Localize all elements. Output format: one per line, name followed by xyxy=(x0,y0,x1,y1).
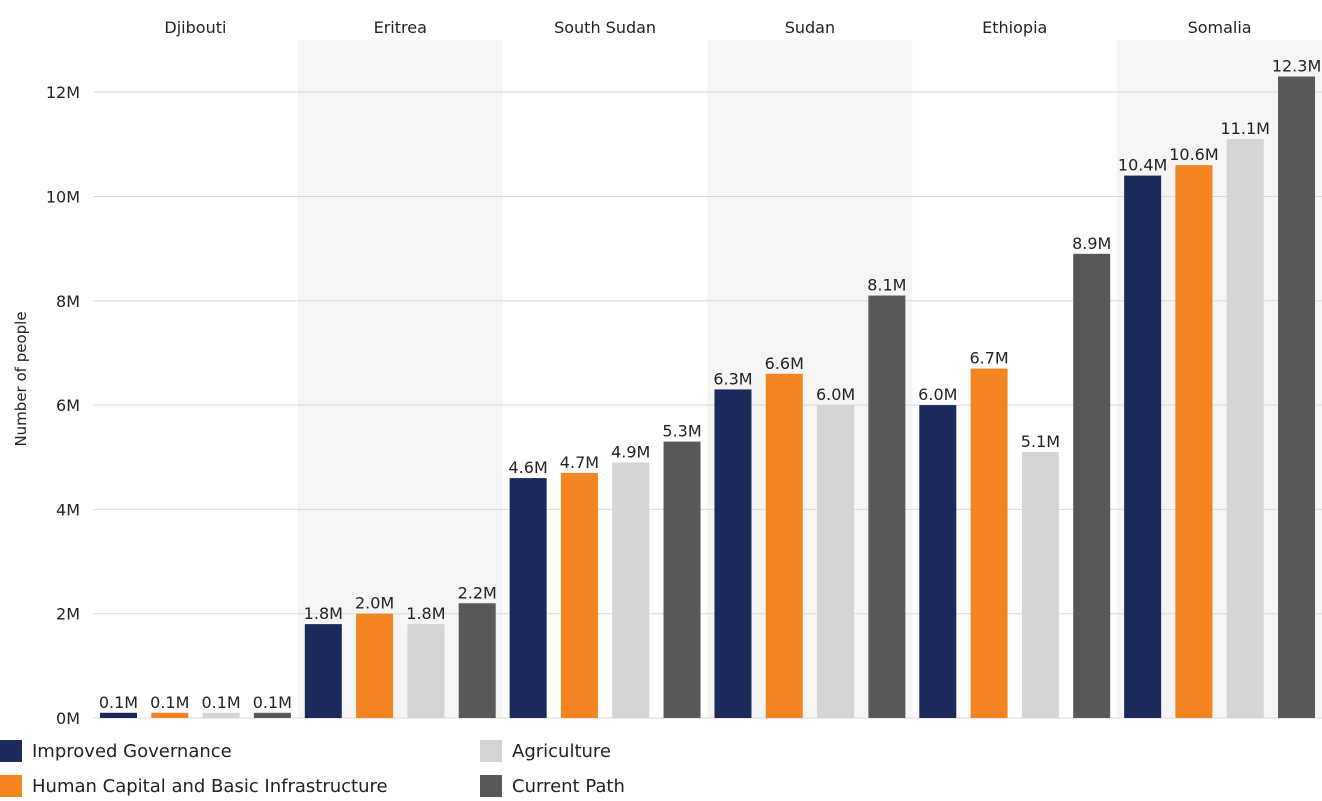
legend-swatch-human-capital xyxy=(0,775,22,797)
data-label: 8.1M xyxy=(867,276,906,295)
bar xyxy=(1021,452,1059,718)
bar xyxy=(1226,139,1264,719)
chart: 0M 2M 4M 6M 8M 10M 12M Number of people Djibouti… xyxy=(12,18,1322,728)
bar xyxy=(612,462,650,718)
y-tick-label: 10M xyxy=(46,187,80,206)
data-label: 6.6M xyxy=(765,354,804,373)
y-axis-label: Number of people xyxy=(12,311,30,446)
data-label: 2.2M xyxy=(458,583,497,602)
data-label: 0.1M xyxy=(201,693,240,712)
legend-label-current-path: Current Path xyxy=(512,775,625,797)
data-label: 12.3M xyxy=(1272,57,1321,76)
bar xyxy=(919,405,957,718)
data-label: 6.3M xyxy=(713,369,752,388)
data-label: 1.8M xyxy=(406,604,445,623)
data-label: 0.1M xyxy=(150,693,189,712)
data-label: 6.7M xyxy=(969,349,1008,368)
bar xyxy=(1175,165,1213,718)
legend-swatch-agriculture xyxy=(480,740,502,762)
data-label: 4.7M xyxy=(560,453,599,472)
category-label: Djibouti xyxy=(164,18,226,37)
bar xyxy=(407,624,445,718)
y-tick-label: 2M xyxy=(56,605,80,624)
bar xyxy=(304,624,342,718)
category-label: Eritrea xyxy=(374,18,427,37)
bar xyxy=(1073,253,1111,719)
data-label: 4.6M xyxy=(509,458,548,477)
legend-swatch-improved-governance xyxy=(0,740,22,762)
data-label: 6.0M xyxy=(816,385,855,404)
data-label: 0.1M xyxy=(99,693,138,712)
y-tick-label: 4M xyxy=(56,500,80,519)
legend-item-current-path: Current Path xyxy=(480,773,625,799)
bar xyxy=(253,712,291,718)
bar xyxy=(1278,76,1316,718)
category-label: Ethiopia xyxy=(982,18,1047,37)
bar xyxy=(202,712,240,718)
y-tick-label: 12M xyxy=(46,83,80,102)
data-label: 10.6M xyxy=(1169,145,1218,164)
data-label: 8.9M xyxy=(1072,234,1111,253)
legend-item-agriculture: Agriculture xyxy=(480,738,611,764)
category-label: Somalia xyxy=(1188,18,1252,37)
bar xyxy=(509,478,547,718)
data-label: 5.1M xyxy=(1021,432,1060,451)
bar xyxy=(663,441,701,718)
legend-label-human-capital: Human Capital and Basic Infrastructure xyxy=(32,775,388,797)
data-label: 1.8M xyxy=(304,604,343,623)
category-label: Sudan xyxy=(785,18,835,37)
bar xyxy=(817,405,855,718)
bar xyxy=(356,613,394,718)
legend: Improved Governance Human Capital and Ba… xyxy=(0,736,1322,801)
bar xyxy=(151,712,189,718)
bar xyxy=(99,712,137,718)
data-label: 4.9M xyxy=(611,442,650,461)
bar xyxy=(458,603,496,718)
data-label: 2.0M xyxy=(355,594,394,613)
bar xyxy=(560,472,598,718)
y-tick-label: 8M xyxy=(56,292,80,311)
bar xyxy=(970,368,1008,718)
y-tick-label: 6M xyxy=(56,396,80,415)
bar xyxy=(868,295,906,718)
bar xyxy=(714,389,752,718)
bar xyxy=(765,373,803,718)
legend-label-improved-governance: Improved Governance xyxy=(32,740,232,762)
y-tick-label: 0M xyxy=(56,709,80,728)
data-label: 0.1M xyxy=(253,693,292,712)
data-label: 10.4M xyxy=(1118,156,1167,175)
legend-item-improved-governance: Improved Governance xyxy=(0,738,232,764)
data-label: 6.0M xyxy=(918,385,957,404)
category-label: South Sudan xyxy=(554,18,656,37)
legend-swatch-current-path xyxy=(480,775,502,797)
legend-item-human-capital: Human Capital and Basic Infrastructure xyxy=(0,773,388,799)
bar xyxy=(1124,175,1162,719)
legend-label-agriculture: Agriculture xyxy=(512,740,611,762)
data-label: 5.3M xyxy=(662,422,701,441)
data-label: 11.1M xyxy=(1221,119,1270,138)
